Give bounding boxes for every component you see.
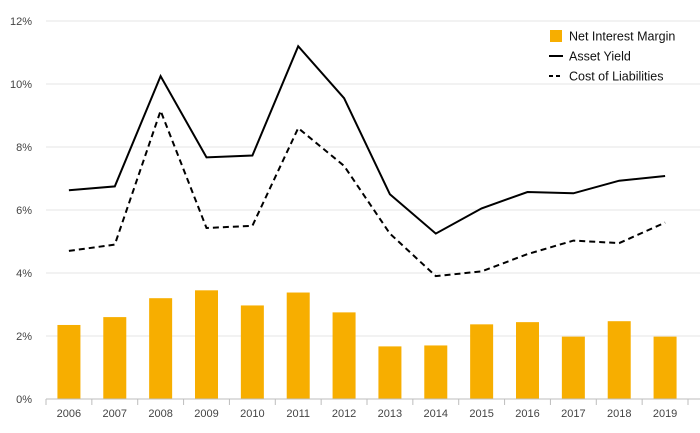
x-tick-label: 2018 [607,408,631,420]
y-tick-label: 4% [16,268,32,280]
x-tick-label: 2009 [194,408,218,420]
y-tick-label: 2% [16,331,32,343]
line-asset-yield [68,44,666,235]
legend-label: Cost of Liabilities [569,70,664,84]
legend-label: Net Interest Margin [569,30,675,44]
y-tick-label: 0% [16,394,32,406]
line-series [68,44,666,278]
x-tick-label: 2019 [653,408,677,420]
x-tick-label: 2016 [515,408,539,420]
bar [653,336,677,399]
bar [561,336,585,399]
x-tick-label: 2006 [57,408,81,420]
bar [332,312,356,399]
bar [240,305,264,399]
x-tick-label: 2008 [148,408,172,420]
grid [46,20,700,337]
legend-label: Asset Yield [569,50,631,64]
bar [607,321,631,399]
x-tick-label: 2013 [378,408,402,420]
bar [286,292,310,399]
y-tick-label: 6% [16,205,32,217]
bar [149,298,173,399]
x-tick-label: 2007 [103,408,127,420]
x-tick-label: 2017 [561,408,585,420]
y-tick-label: 10% [10,79,32,91]
bar [103,317,127,399]
x-tick-label: 2010 [240,408,264,420]
x-tick-label: 2012 [332,408,356,420]
bar [378,346,402,399]
bar [470,324,494,399]
bar [424,345,448,399]
bar-series [57,290,677,399]
x-axis: 2006 2007 2008 2009 2010 2011 2012 2013 2014 2015… [45,398,700,420]
bar [516,322,539,399]
y-tick-label: 12% [10,16,32,28]
y-axis: 0% 2% 4% 6% 8% 10% 12% [10,16,32,406]
bar [195,290,218,399]
bar [57,324,81,399]
x-tick-label: 2015 [469,408,493,420]
legend: Net Interest Margin Asset Yield Cost of Li… [549,30,675,84]
x-tick-label: 2011 [286,408,310,420]
x-tick-label: 2014 [424,408,448,420]
y-tick-label: 8% [16,142,32,154]
legend-swatch-bar [550,30,562,42]
